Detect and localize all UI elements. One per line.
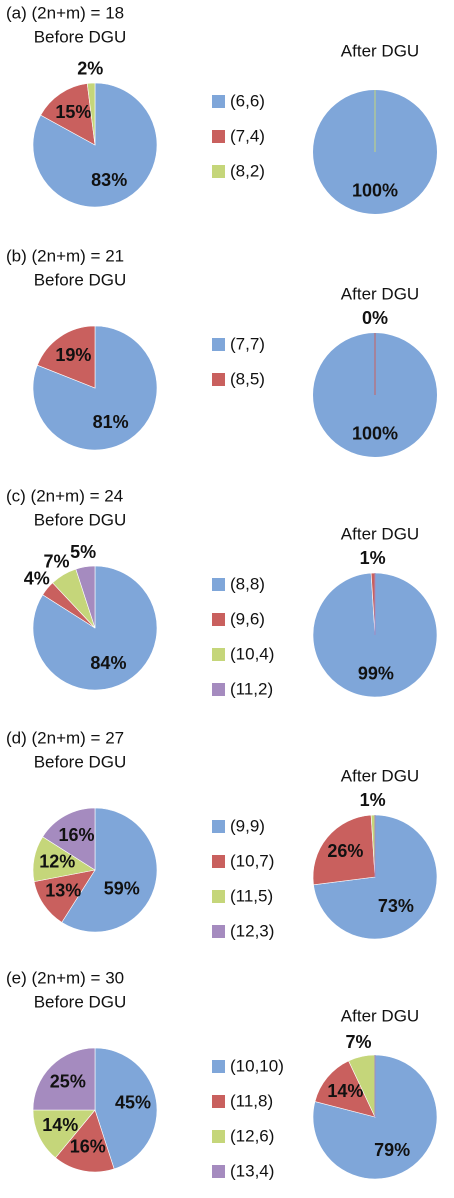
legend-label: (8,2) [230, 161, 265, 180]
legend-label: (8,5) [230, 369, 265, 388]
data-label: 73% [378, 896, 414, 916]
pie-caption: After DGU [341, 766, 419, 785]
legend-label: (13,4) [230, 1161, 274, 1180]
panel-title: (e) (2n+m) = 30 [6, 968, 124, 987]
legend-label: (10,10) [230, 1056, 284, 1075]
data-label: 19% [55, 345, 91, 365]
data-label: 81% [93, 412, 129, 432]
pie-slice [75, 565, 96, 629]
data-label: 5% [70, 542, 96, 562]
legend-label: (11,5) [230, 886, 273, 905]
panel-title: (c) (2n+m) = 24 [6, 486, 123, 505]
legend-label: (7,4) [230, 126, 265, 145]
data-label: 7% [345, 1032, 371, 1052]
legend-label: (11,2) [230, 679, 273, 698]
data-label: 26% [327, 841, 363, 861]
pie-caption: Before DGU [34, 27, 127, 46]
pie-caption: Before DGU [34, 992, 127, 1011]
data-label: 83% [91, 170, 127, 190]
legend-label: (8,8) [230, 574, 265, 593]
pie-slice [40, 83, 96, 146]
pie-slice [36, 325, 96, 389]
data-label: 100% [352, 181, 398, 201]
data-label: 0% [362, 308, 388, 328]
pie-caption: Before DGU [34, 752, 127, 771]
pie-slice [32, 1047, 96, 1111]
data-label: 14% [42, 1115, 78, 1135]
data-label: 12% [39, 852, 75, 872]
pie-slice [55, 1109, 115, 1173]
data-label: 25% [50, 1072, 86, 1092]
legend-label: (9,6) [230, 609, 265, 628]
pie-caption: After DGU [341, 1006, 419, 1025]
pie-caption: After DGU [341, 284, 419, 303]
legend-swatch [212, 1130, 225, 1143]
pie-slice [42, 807, 96, 871]
pie-slice [86, 82, 96, 146]
legend-swatch [212, 373, 225, 386]
legend-label: (10,4) [230, 644, 274, 663]
legend-label: (12,6) [230, 1126, 274, 1145]
data-label: 1% [360, 790, 386, 810]
data-label: 84% [90, 653, 126, 673]
pie-slice [32, 1109, 96, 1159]
data-label: 100% [352, 424, 398, 444]
legend-swatch [212, 165, 225, 178]
data-label: 2% [77, 58, 103, 78]
legend-label: (9,9) [230, 816, 265, 835]
pie-slice [314, 1060, 376, 1118]
data-label: 45% [115, 1093, 151, 1113]
legend-swatch [212, 1095, 225, 1108]
data-label: 16% [58, 825, 94, 845]
legend-swatch [212, 1060, 225, 1073]
data-label: 1% [360, 548, 386, 568]
legend-label: (10,7) [230, 851, 274, 870]
legend-label: (6,6) [230, 91, 265, 110]
pie-caption: Before DGU [34, 270, 127, 289]
legend-swatch [212, 338, 225, 351]
legend-swatch [212, 1165, 225, 1178]
pie-slice [94, 1047, 158, 1170]
pie-slice [61, 807, 158, 933]
legend-swatch [212, 578, 225, 591]
data-label: 13% [45, 880, 81, 900]
legend-swatch [212, 613, 225, 626]
data-label: 15% [55, 102, 91, 122]
panel-title: (b) (2n+m) = 21 [6, 246, 124, 265]
pie-slice [312, 814, 376, 886]
data-label: 14% [327, 1081, 363, 1101]
legend-swatch [212, 130, 225, 143]
data-label: 4% [24, 569, 50, 589]
data-label: 16% [70, 1137, 106, 1157]
legend-label: (12,3) [230, 921, 274, 940]
legend-label: (11,8) [230, 1091, 273, 1110]
legend-swatch [212, 820, 225, 833]
panel-title: (d) (2n+m) = 27 [6, 728, 124, 747]
data-label: 99% [358, 664, 394, 684]
pie-caption: Before DGU [34, 510, 127, 529]
legend-swatch [212, 648, 225, 661]
legend-swatch [212, 95, 225, 108]
pie-caption: After DGU [341, 41, 419, 60]
data-label: 7% [43, 552, 69, 572]
legend-label: (7,7) [230, 334, 265, 353]
legend-swatch [212, 683, 225, 696]
panel-title: (a) (2n+m) = 18 [6, 3, 124, 22]
data-label: 79% [374, 1140, 410, 1160]
data-label: 59% [104, 879, 140, 899]
legend-swatch [212, 855, 225, 868]
legend-swatch [212, 890, 225, 903]
pie-caption: After DGU [341, 524, 419, 543]
legend-swatch [212, 925, 225, 938]
